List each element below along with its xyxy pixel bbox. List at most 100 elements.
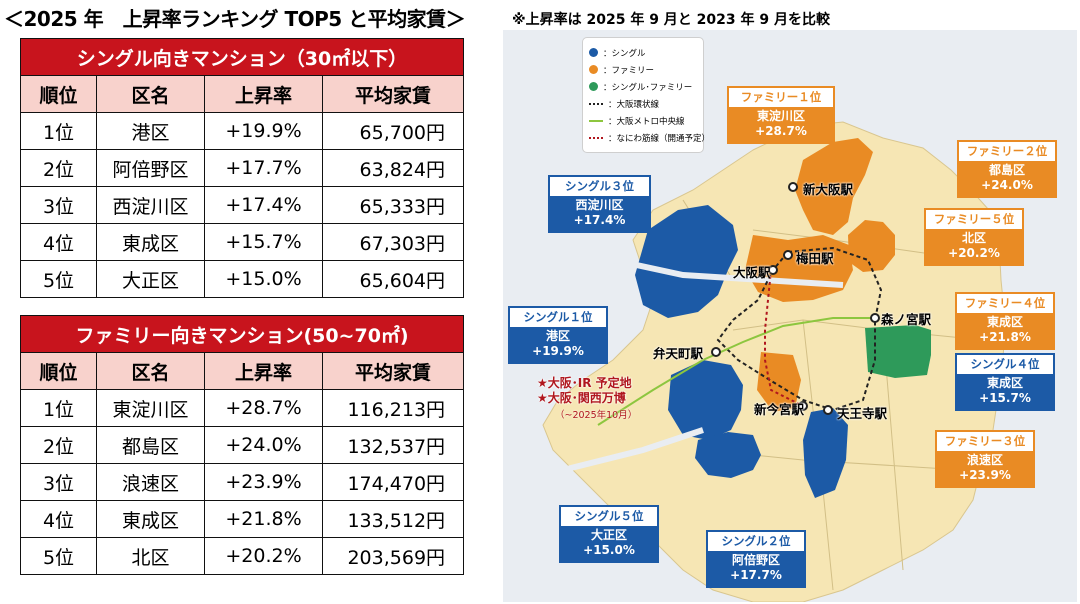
ward-cell: 阿倍野区 — [96, 149, 205, 187]
family-ranking-table: ファミリー向きマンション(50~70㎡) 順位 区名 上昇率 平均家賃 1位 東… — [19, 315, 465, 575]
rent-cell: 65,604円 — [321, 260, 465, 298]
ward-cell: 浪速区 — [96, 463, 205, 501]
naniwa-area — [757, 352, 801, 412]
legend-label: ：ファミリー — [603, 65, 655, 76]
tag-head: ファミリー３位 — [944, 434, 1026, 448]
ward-cell: 北区 — [96, 537, 205, 575]
tag-head: ファミリー１位 — [740, 90, 822, 104]
rate-cell: +15.0% — [204, 260, 323, 298]
tag-rate: +24.0% — [981, 178, 1033, 192]
rank-cell: 2位 — [20, 149, 97, 187]
rent-cell: 203,569円 — [321, 537, 465, 575]
loop-line-icon — [589, 102, 603, 105]
tag-rate: +19.9% — [532, 344, 584, 358]
taisho-area — [695, 432, 761, 478]
ward-cell: 都島区 — [96, 426, 205, 464]
tag-family-3: ファミリー３位 浪速区 +23.9% — [935, 430, 1035, 488]
column-header-ward: 区名 — [96, 352, 205, 390]
landmark-expo: ★大阪･関西万博 — [537, 391, 626, 405]
tag-ward: 東淀川区 — [756, 109, 805, 123]
rent-cell: 63,824円 — [321, 149, 465, 187]
station-osaka: 大阪駅 — [733, 265, 771, 280]
legend-chuo: ：大阪メトロ中央線 — [589, 112, 697, 129]
table-row: 1位 港区 +19.9% 65,700円 — [20, 112, 465, 150]
ward-cell: 東淀川区 — [96, 389, 205, 427]
legend-label: ：大阪環状線 — [608, 99, 660, 110]
tag-ward: 港区 — [545, 329, 570, 343]
column-header-rent: 平均家賃 — [321, 352, 465, 390]
tag-ward: 東成区 — [986, 315, 1023, 329]
station-shin-osaka: 新大阪駅 — [803, 182, 854, 197]
rank-cell: 3位 — [20, 463, 97, 501]
rent-cell: 133,512円 — [321, 500, 465, 538]
ward-cell: 東成区 — [96, 500, 205, 538]
ward-cell: 西淀川区 — [96, 186, 205, 224]
tag-head: シングル５位 — [574, 509, 644, 523]
comparison-note: ※上昇率は 2025 年 9 月と 2023 年 9 月を比較 — [512, 12, 831, 28]
tag-ward: 阿倍野区 — [731, 553, 780, 567]
chuo-line — [597, 317, 875, 426]
rank-cell: 4位 — [20, 223, 97, 261]
rent-cell: 65,700円 — [321, 112, 465, 150]
tag-ward: 北区 — [961, 231, 986, 245]
rate-cell: +17.4% — [204, 186, 323, 224]
tag-ward: 東成区 — [986, 376, 1023, 390]
rent-cell: 116,213円 — [321, 389, 465, 427]
column-header-rank: 順位 — [20, 75, 97, 113]
table-row: 2位 都島区 +24.0% 132,537円 — [20, 426, 465, 464]
tag-ward: 都島区 — [988, 163, 1025, 177]
tag-ward: 浪速区 — [966, 453, 1003, 467]
tag-ward: 大正区 — [590, 528, 627, 542]
column-header-ward: 区名 — [96, 75, 205, 113]
table-row: 5位 北区 +20.2% 203,569円 — [20, 537, 465, 575]
abeno-area — [803, 408, 848, 498]
station-bentencho: 弁天町駅 — [653, 346, 704, 361]
legend-loop: ：大阪環状線 — [589, 95, 697, 112]
station-morinomiya: 森ノ宮駅 — [881, 312, 932, 327]
tag-single-5: シングル５位 大正区 +15.0% — [559, 505, 659, 563]
minato-area — [668, 360, 743, 440]
nishiyodogawa-area — [635, 205, 738, 318]
ward-cell: 東成区 — [96, 223, 205, 261]
column-header-rent: 平均家賃 — [321, 75, 465, 113]
rivers — [562, 257, 844, 473]
tag-head: シングル４位 — [970, 357, 1040, 371]
tag-family-4: ファミリー４位 東成区 +21.8% — [955, 292, 1055, 350]
legend-naniwa: ：なにわ筋線（開通予定） — [589, 129, 710, 146]
higashinari-area — [865, 325, 931, 378]
ward-cell: 大正区 — [96, 260, 205, 298]
station-markers — [711, 182, 880, 415]
table-row: 2位 阿倍野区 +17.7% 63,824円 — [20, 149, 465, 187]
legend-label: ：なにわ筋線（開通予定） — [608, 133, 711, 144]
rent-cell: 132,537円 — [321, 426, 465, 464]
tag-family-5: ファミリー５位 北区 +20.2% — [924, 208, 1024, 266]
rent-cell: 65,333円 — [321, 186, 465, 224]
map-legend: ：シングル ：ファミリー ：シングル･ファミリー ：大阪環状線 ：大阪メトロ中央… — [582, 37, 710, 153]
tag-head: シングル３位 — [565, 179, 634, 193]
tag-rate: +17.4% — [573, 213, 626, 227]
table-row: 1位 東淀川区 +28.7% 116,213円 — [20, 389, 465, 427]
table-row: 3位 浪速区 +23.9% 174,470円 — [20, 463, 465, 501]
landmark-expo-note: （~2025年10月） — [555, 410, 638, 421]
rate-cell: +23.9% — [204, 463, 323, 501]
rank-cell: 1位 — [20, 112, 97, 150]
table-row: 3位 西淀川区 +17.4% 65,333円 — [20, 186, 465, 224]
tag-single-1: シングル１位 港区 +19.9% — [508, 306, 608, 364]
tag-head: ファミリー４位 — [964, 296, 1046, 310]
tag-single-4: シングル４位 東成区 +15.7% — [955, 353, 1055, 411]
legend-label: ：シングル — [603, 48, 646, 59]
legend-family: ：ファミリー — [589, 61, 697, 78]
column-header-rate: 上昇率 — [204, 75, 323, 113]
legend-label: ：シングル･ファミリー — [603, 82, 693, 93]
tag-family-2: ファミリー２位 都島区 +24.0% — [957, 140, 1057, 198]
rate-cell: +28.7% — [204, 389, 323, 427]
tag-head: ファミリー２位 — [966, 144, 1048, 158]
tag-rate: +28.7% — [755, 124, 807, 138]
column-header-rate: 上昇率 — [204, 352, 323, 390]
both-dot-icon — [589, 82, 598, 91]
single-table-caption: シングル向きマンション（30㎡以下） — [19, 38, 465, 76]
single-dot-icon — [589, 48, 598, 57]
tag-head: シングル２位 — [721, 534, 791, 548]
tag-ward: 西淀川区 — [575, 198, 624, 212]
legend-label: ：大阪メトロ中央線 — [608, 116, 685, 127]
